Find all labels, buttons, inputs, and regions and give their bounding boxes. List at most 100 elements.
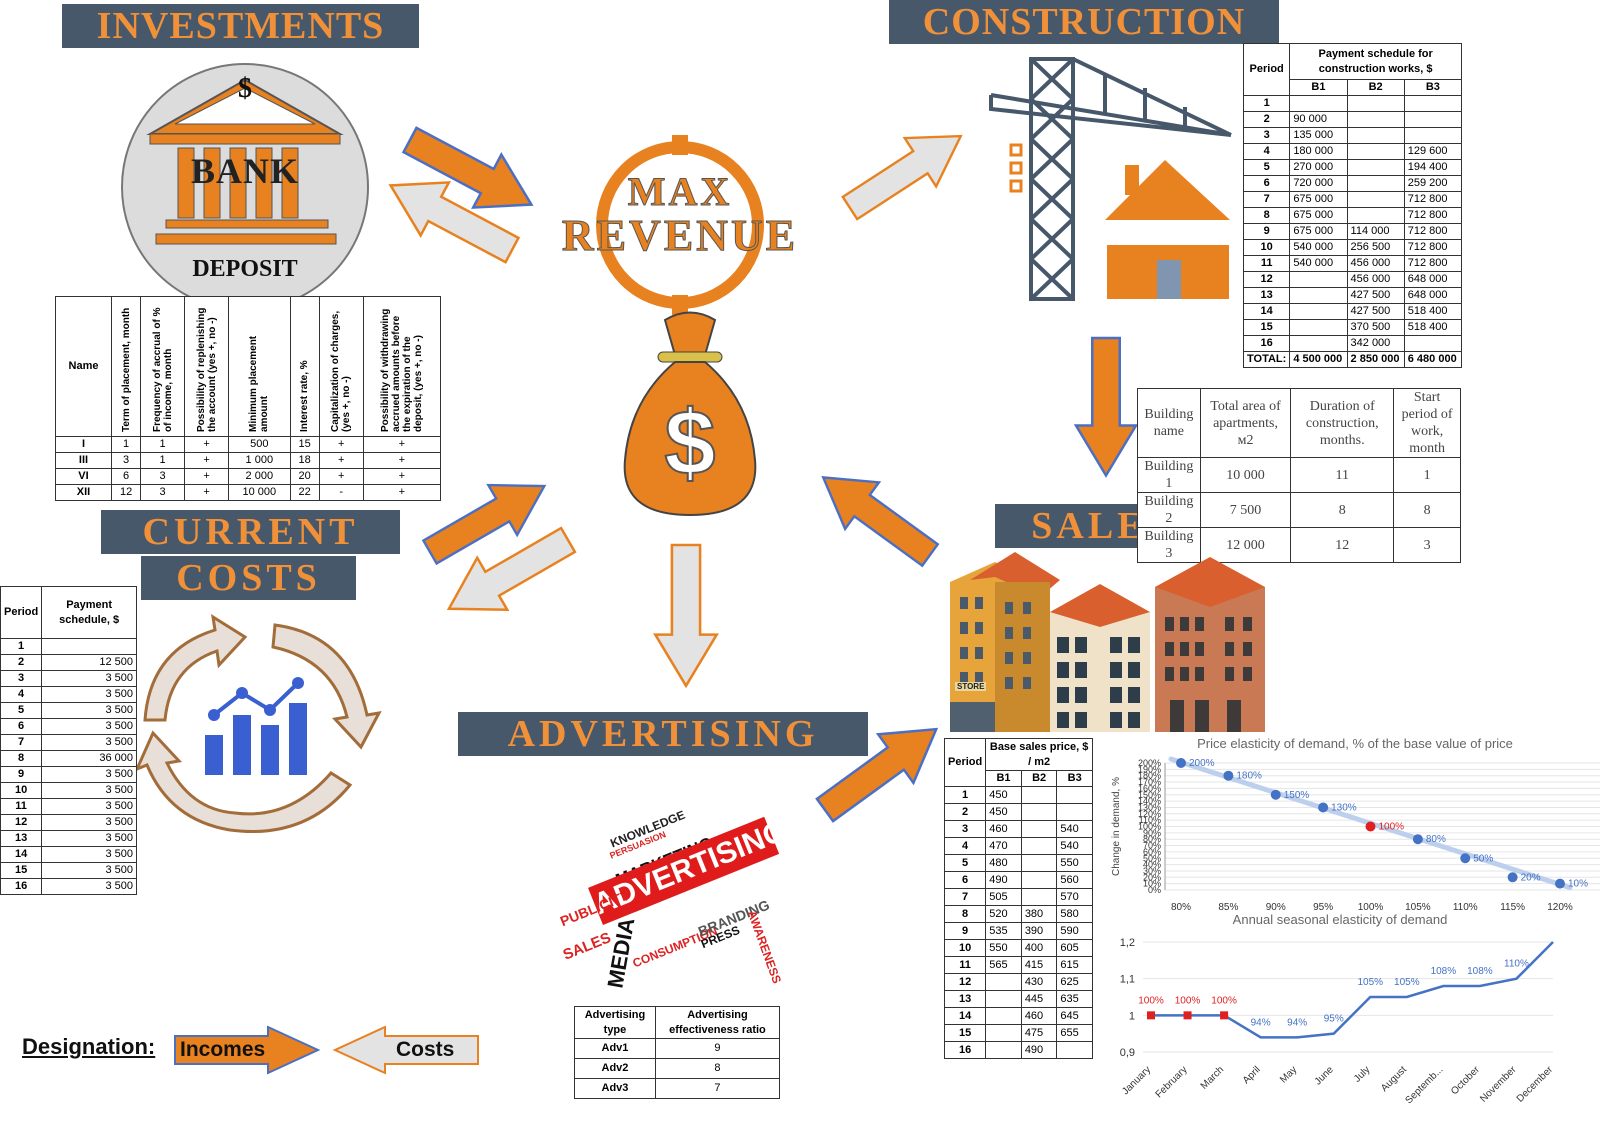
- arrow-adv-to-sales: [806, 703, 956, 836]
- con-cell: [1346, 143, 1405, 160]
- chart1-ytick: 160%: [1138, 783, 1161, 793]
- con-row: 1: [1242, 95, 1463, 112]
- chart1-xtick: 80%: [1171, 902, 1191, 913]
- deposit-header-7: Possibility of withdrawing accrued amoun…: [362, 296, 442, 437]
- con-cell: [1403, 335, 1463, 352]
- chart2-xtick: June: [1313, 1064, 1336, 1087]
- deposit-cell: 1: [110, 436, 142, 453]
- chart1-ytick: 90%: [1143, 828, 1161, 838]
- chart1-point: [1318, 802, 1329, 813]
- con-cell: 4: [1242, 143, 1291, 160]
- costs-cell: 3 500: [41, 702, 137, 719]
- chart1-ytick: 20%: [1143, 872, 1161, 882]
- sales-cell: 15: [943, 1024, 987, 1042]
- store-sign: STORE: [955, 682, 987, 691]
- building-cell: 11: [1290, 457, 1395, 493]
- sales-row: 5 480 550: [943, 854, 1093, 872]
- chart1-ylabel: Change in demand, %: [1111, 777, 1122, 876]
- sales-cell: 13: [943, 990, 987, 1008]
- building-header-0: Building name: [1137, 388, 1201, 458]
- sales-cell: 655: [1056, 1024, 1093, 1042]
- building-cell: 10 000: [1199, 457, 1292, 493]
- sales-period-header: Period: [943, 738, 987, 787]
- costs-row: 12 3 500: [0, 814, 137, 831]
- con-total-row: TOTAL: 4 500 000 2 850 000 6 480 000: [1242, 351, 1463, 368]
- sales-cell: 625: [1056, 973, 1093, 991]
- costs-cell: 12 500: [41, 654, 137, 671]
- con-row: 9 675 000 114 000 712 800: [1242, 223, 1463, 240]
- chart1-point: [1555, 878, 1565, 889]
- deposit-header-1: Term of placement, month: [110, 296, 142, 437]
- con-period-header: Period: [1242, 43, 1291, 96]
- sales-row: 15 475 655: [943, 1024, 1093, 1042]
- costs-row: 1: [0, 638, 137, 655]
- costs-cell: 10: [0, 782, 43, 799]
- costs-cell: 3: [0, 670, 43, 687]
- chart2-data-label: 105%: [1394, 977, 1420, 988]
- chart1-point: [1412, 834, 1423, 845]
- con-cell: 427 500: [1346, 287, 1405, 304]
- sales-cell: 380: [1020, 905, 1058, 923]
- chart1-data-label: 200%: [1189, 758, 1215, 769]
- chart1-xtick: 95%: [1313, 902, 1333, 913]
- con-row: 4 180 000 129 600: [1242, 143, 1463, 160]
- chart1-xtick: 100%: [1358, 902, 1384, 913]
- money-bag-icon: [623, 311, 757, 517]
- chart1-ytick: 120%: [1138, 809, 1161, 819]
- con-col-b2: B2: [1346, 79, 1405, 96]
- designation-label: Designation:: [22, 1034, 156, 1059]
- buildings-illustration: [950, 552, 1265, 732]
- con-cell: 675 000: [1289, 223, 1348, 240]
- costs-cell: 6: [0, 718, 43, 735]
- sales-cell: [1056, 803, 1093, 821]
- sales-cell: [1020, 820, 1058, 838]
- con-cell: [1403, 127, 1463, 144]
- building-cell: Building 3: [1137, 527, 1201, 563]
- con-row: 3 135 000: [1242, 127, 1463, 144]
- con-cell: [1346, 175, 1405, 192]
- chart2-data-label: 95%: [1324, 1014, 1344, 1025]
- building-row: Building 1 10 000 11 1: [1137, 457, 1461, 493]
- chart1-data-label: 50%: [1473, 853, 1493, 864]
- chart2-point: [1220, 1011, 1229, 1020]
- deposit-cell: 10 000: [228, 484, 291, 501]
- con-cell: [1403, 95, 1463, 112]
- con-cell: 10: [1242, 239, 1291, 256]
- con-cell: 456 000: [1346, 271, 1405, 288]
- sales-cell: 535: [985, 922, 1022, 940]
- con-cell: 256 500: [1346, 239, 1405, 256]
- deposit-cell: +: [362, 452, 442, 469]
- con-col-b3: B3: [1403, 79, 1463, 96]
- deposit-row: VI 6 3 +2 000 20 + +: [55, 468, 442, 485]
- sales-cell: [1020, 854, 1058, 872]
- con-total-cell: 2 850 000: [1346, 351, 1405, 368]
- deposit-header-3: Possibility of replenishing the account …: [184, 296, 229, 437]
- chart2-ytick: 1,2: [1120, 937, 1135, 949]
- con-cell: 1: [1242, 95, 1291, 112]
- chart2-xtick: May: [1278, 1064, 1299, 1085]
- chart1-ytick: 180%: [1138, 771, 1161, 781]
- sales-cell: 540: [1056, 837, 1093, 855]
- con-row: 13 427 500 648 000: [1242, 287, 1463, 304]
- sales-cell: [985, 1041, 1022, 1059]
- con-cell: [1346, 95, 1405, 112]
- chart1-ytick: 70%: [1143, 841, 1161, 851]
- sales-row: 14 460 645: [943, 1007, 1093, 1025]
- con-cell: 456 000: [1346, 255, 1405, 272]
- target-icon: [596, 135, 764, 315]
- bank-dollar-sign: $: [238, 73, 252, 104]
- costs-cell: 36 000: [41, 750, 137, 767]
- building-header-2: Duration of construction, months.: [1290, 388, 1395, 458]
- con-cell: [1289, 287, 1348, 304]
- costs-cell: 1: [0, 638, 43, 655]
- deposit-cell: 15: [289, 436, 320, 453]
- legend-costs-label: Costs: [396, 1038, 455, 1061]
- costs-cell: 15: [0, 862, 43, 879]
- con-cell: 518 400: [1403, 303, 1463, 320]
- sales-cell: 615: [1056, 956, 1093, 974]
- con-cell: 712 800: [1403, 223, 1463, 240]
- legend-incomes-label: Incomes: [180, 1038, 266, 1061]
- con-row: 7 675 000 712 800: [1242, 191, 1463, 208]
